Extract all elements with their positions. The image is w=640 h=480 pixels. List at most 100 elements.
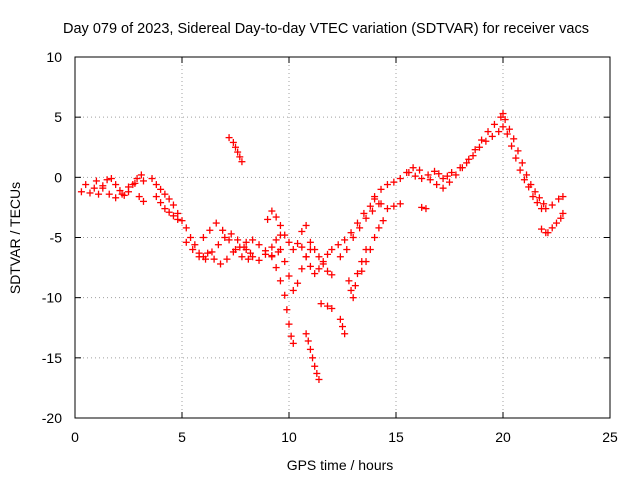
data-point — [249, 236, 257, 244]
data-point — [351, 282, 359, 290]
x-tick-label: 25 — [602, 429, 618, 445]
data-point — [276, 246, 284, 254]
data-point — [390, 178, 398, 186]
data-point — [77, 188, 85, 196]
data-point — [199, 234, 207, 241]
data-point — [92, 177, 100, 185]
data-point — [306, 238, 314, 246]
data-point — [465, 155, 473, 163]
x-tick-label: 15 — [388, 429, 404, 445]
data-point — [503, 130, 511, 138]
data-point — [478, 136, 486, 144]
data-point — [242, 238, 250, 246]
data-point — [553, 219, 560, 227]
data-point — [533, 199, 541, 207]
data-point — [559, 209, 567, 217]
y-tick-label: 0 — [54, 169, 62, 185]
data-point — [356, 224, 364, 232]
data-point — [518, 159, 526, 167]
data-point — [225, 236, 233, 244]
data-point — [334, 241, 342, 249]
data-point — [375, 224, 383, 232]
data-point — [501, 116, 509, 124]
data-point — [525, 183, 533, 191]
data-point — [328, 271, 336, 279]
data-point — [349, 234, 357, 241]
data-point — [390, 202, 398, 210]
data-point — [242, 246, 250, 254]
data-point — [448, 169, 456, 177]
data-point — [157, 199, 165, 207]
data-point — [324, 250, 332, 258]
data-point — [139, 197, 147, 205]
data-point — [225, 134, 233, 142]
y-tick-label: 10 — [46, 49, 62, 65]
data-point — [249, 253, 257, 261]
data-point — [446, 178, 453, 186]
data-point — [118, 190, 126, 198]
data-point — [289, 286, 297, 294]
data-point — [529, 193, 537, 201]
data-point — [302, 330, 310, 338]
data-point — [103, 176, 111, 184]
data-point — [107, 175, 115, 183]
data-point — [559, 193, 567, 201]
data-point — [405, 169, 413, 177]
data-point — [317, 300, 325, 308]
data-point — [204, 249, 212, 257]
data-point — [544, 229, 552, 237]
data-point — [339, 323, 346, 331]
data-point — [152, 181, 160, 189]
data-point — [272, 236, 280, 244]
data-point — [371, 195, 379, 203]
data-point — [416, 166, 424, 174]
data-point — [499, 110, 507, 118]
data-point — [383, 205, 391, 213]
data-point — [229, 138, 237, 146]
data-point — [347, 286, 355, 294]
data-point — [555, 195, 563, 203]
data-point — [105, 190, 113, 198]
data-point — [336, 253, 344, 261]
data-point — [371, 234, 379, 241]
data-point — [512, 154, 520, 162]
data-point — [255, 241, 263, 249]
data-point — [191, 241, 199, 249]
y-tick-label: -10 — [42, 290, 62, 306]
data-point — [212, 219, 220, 227]
data-point — [343, 246, 351, 254]
data-point — [82, 181, 90, 189]
data-point — [281, 231, 289, 239]
data-point — [523, 171, 531, 179]
data-point — [484, 128, 492, 136]
data-point — [482, 137, 490, 145]
data-point — [272, 213, 280, 221]
data-point — [287, 332, 295, 340]
chart-title: Day 079 of 2023, Sidereal Day-to-day VTE… — [63, 21, 589, 37]
data-point — [311, 246, 319, 254]
grid — [75, 57, 610, 418]
data-point — [309, 354, 317, 362]
data-point — [452, 171, 460, 179]
data-point — [234, 148, 242, 156]
data-point — [135, 193, 143, 201]
data-point — [418, 203, 426, 211]
data-point — [540, 200, 548, 208]
data-point — [311, 270, 319, 278]
data-point — [86, 189, 94, 197]
data-point — [531, 188, 539, 196]
data-point — [165, 195, 173, 203]
data-point — [289, 246, 297, 254]
data-point — [548, 224, 556, 232]
data-point — [174, 209, 182, 217]
data-point — [229, 248, 237, 256]
data-point — [328, 304, 336, 312]
data-point — [268, 252, 276, 260]
data-point — [362, 214, 370, 222]
data-point — [426, 176, 434, 184]
data-point — [505, 125, 513, 133]
axis-ticks: 0 5 10 15 20 25 10 5 0 -5 -10 -15 -20 — [42, 49, 618, 445]
data-point — [306, 345, 314, 353]
data-point — [232, 143, 239, 151]
data-point — [206, 226, 214, 234]
